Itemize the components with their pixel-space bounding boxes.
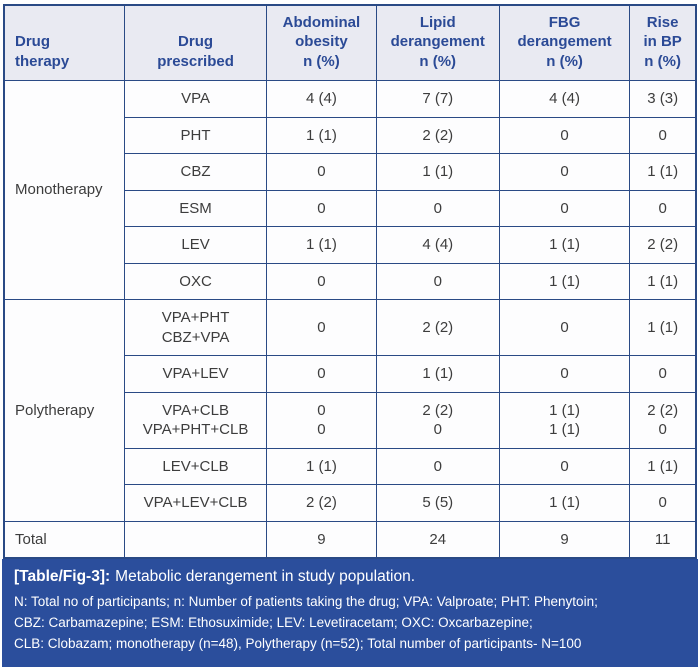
value-cell: 1 (1)	[498, 226, 631, 264]
col-header-abdominal-obesity: Abdominal obesity n (%)	[266, 4, 377, 81]
drug-cell: VPA+LEV	[123, 355, 268, 393]
total-label-cell: Total	[3, 520, 125, 559]
total-value-cell: 11	[629, 520, 697, 559]
value-cell: 0	[266, 262, 377, 300]
table-row: OXC 0 0 1 (1) 1 (1)	[4, 262, 697, 300]
value-cell: 7 (7)	[375, 80, 500, 118]
drug-cell: VPA+LEV+CLB	[123, 484, 268, 522]
value-cell: 2 (2)	[375, 116, 500, 154]
drug-cell: OXC	[123, 262, 268, 300]
caption-text: Metabolic derangement in study populatio…	[115, 568, 416, 585]
value-cell: 4 (4)	[266, 80, 377, 118]
value-cell: 0	[629, 189, 697, 227]
value-cell: 3 (3)	[629, 80, 697, 118]
value-cell: 0	[498, 299, 631, 356]
value-cell: 1 (1)	[629, 153, 697, 191]
value-cell: 0	[629, 355, 697, 393]
value-cell: 1 (1)	[629, 299, 697, 356]
value-cell: 0	[375, 447, 500, 485]
table-row: Polytherapy VPA+PHT CBZ+VPA 0 2 (2) 0 1 (1)	[3, 299, 697, 522]
total-empty-cell	[123, 520, 268, 559]
metabolic-derangement-table: Drug therapy Drug prescribed Abdominal o…	[3, 4, 697, 559]
total-value-cell: 24	[375, 520, 500, 559]
col-header-drug-therapy: Drug therapy	[3, 4, 125, 81]
value-cell: 2 (2)	[629, 226, 697, 264]
drug-cell: PHT	[123, 116, 268, 154]
caption-tag: [Table/Fig-3]:	[14, 568, 111, 585]
col-header-lipid-derangement: Lipid derangement n (%)	[375, 4, 500, 81]
value-cell: 0	[498, 447, 631, 485]
value-cell: 1 (1)	[498, 484, 631, 522]
table-header: Drug therapy Drug prescribed Abdominal o…	[3, 4, 697, 81]
value-cell: 0	[266, 153, 377, 191]
table-row: VPA+LEV 0 1 (1) 0 0	[4, 355, 697, 393]
total-value-cell: 9	[266, 520, 377, 559]
col-header-rise-in-bp: Rise in BP n (%)	[629, 4, 697, 81]
value-cell: 1 (1)	[498, 262, 631, 300]
value-cell: 0	[498, 189, 631, 227]
value-cell: 0	[266, 355, 377, 393]
therapy-group-cell: Monotherapy	[3, 80, 125, 300]
drug-cell: VPA+PHT CBZ+VPA	[123, 299, 268, 356]
drug-cell: CBZ	[123, 153, 268, 191]
value-cell: 0	[498, 153, 631, 191]
value-cell: 1 (1)	[266, 226, 377, 264]
drug-cell: VPA+CLB VPA+PHT+CLB	[123, 391, 268, 449]
value-cell: 0	[375, 189, 500, 227]
figure-caption: [Table/Fig-3]: Metabolic derangement in s…	[2, 559, 698, 667]
table-row: PHT 1 (1) 2 (2) 0 0	[4, 116, 697, 154]
value-cell: 2 (2) 0	[629, 391, 697, 449]
table-row: ESM 0 0 0 0	[4, 189, 697, 227]
value-cell: 1 (1)	[375, 355, 500, 393]
value-cell: 1 (1)	[629, 262, 697, 300]
value-cell: 2 (2)	[266, 484, 377, 522]
value-cell: 0	[629, 484, 697, 522]
value-cell: 0	[629, 116, 697, 154]
therapy-group-cell: Polytherapy	[3, 299, 125, 522]
value-cell: 0	[498, 116, 631, 154]
value-cell: 0	[266, 189, 377, 227]
col-header-fbg-derangement: FBG derangement n (%)	[498, 4, 631, 81]
value-cell: 0	[375, 262, 500, 300]
value-cell: 4 (4)	[498, 80, 631, 118]
table-row: Monotherapy VPA 4 (4) 7 (7) 4 (4) 3 (3)	[3, 80, 697, 300]
value-cell: 1 (1)	[375, 153, 500, 191]
value-cell: 0	[266, 299, 377, 356]
total-value-cell: 9	[498, 520, 631, 559]
header-row: Drug therapy Drug prescribed Abdominal o…	[3, 4, 697, 81]
table-body: Monotherapy VPA 4 (4) 7 (7) 4 (4) 3 (3) PHT 1 (…	[3, 80, 697, 559]
drug-cell: LEV	[123, 226, 268, 264]
caption-notes: N: Total no of participants; n: Number o…	[14, 591, 686, 655]
col-header-drug-prescribed: Drug prescribed	[123, 4, 268, 81]
caption-note-line: N: Total no of participants; n: Number o…	[14, 594, 598, 609]
value-cell: 1 (1) 1 (1)	[498, 391, 631, 449]
value-cell: 1 (1)	[266, 447, 377, 485]
value-cell: 5 (5)	[375, 484, 500, 522]
caption-note-line: CBZ: Carbamazepine; ESM: Ethosuximide; L…	[14, 615, 533, 631]
figure-page: Drug therapy Drug prescribed Abdominal o…	[0, 4, 700, 667]
drug-cell: VPA	[123, 80, 268, 118]
drug-cell: ESM	[123, 189, 268, 227]
value-cell: 1 (1)	[266, 116, 377, 154]
value-cell: 2 (2)	[375, 299, 500, 356]
value-cell: 0 0	[266, 391, 377, 449]
caption-note-line: CLB: Clobazam; monotherapy (n=48), Polyt…	[14, 636, 582, 652]
value-cell: 1 (1)	[629, 447, 697, 485]
drug-cell: LEV+CLB	[123, 447, 268, 485]
total-row: Total 9 24 9 11	[3, 520, 697, 559]
value-cell: 4 (4)	[375, 226, 500, 264]
value-cell: 2 (2) 0	[375, 391, 500, 449]
value-cell: 0	[498, 355, 631, 393]
caption-title: [Table/Fig-3]: Metabolic derangement in s…	[14, 568, 686, 586]
